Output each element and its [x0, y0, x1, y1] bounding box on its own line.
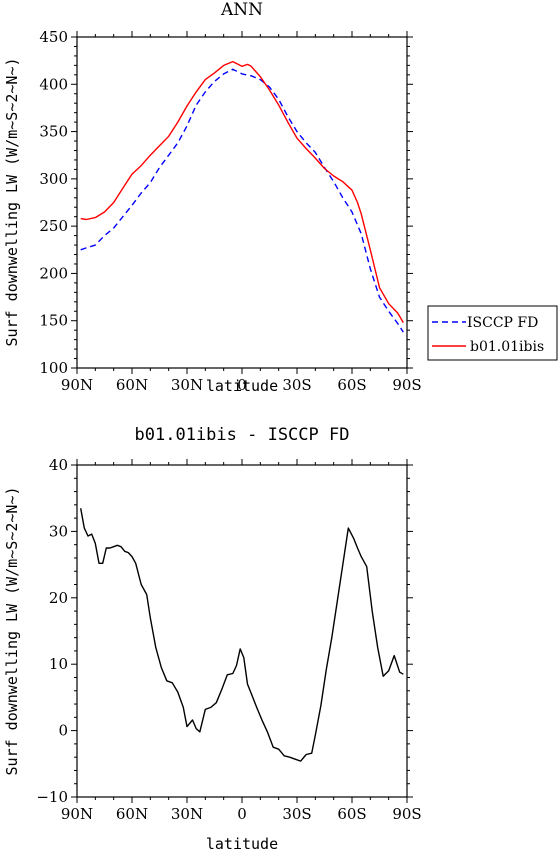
y-tick-label: 10: [49, 655, 68, 673]
legend-label-b01: b01.01ibis: [470, 339, 544, 355]
x-tick-label: 90N: [61, 376, 93, 394]
series-line-b01-01ibis: [80, 60, 404, 323]
x-axis-title: latitude: [206, 377, 278, 395]
legend-box: [427, 305, 558, 361]
y-tick-label: 30: [49, 522, 68, 540]
y-tick-label: 300: [39, 170, 68, 188]
chart-title: b01.01ibis - ISCCP FD: [135, 425, 350, 445]
series-line-isccp-fd: [80, 68, 404, 333]
x-axis-title: latitude: [206, 835, 278, 851]
axis-ticks: [71, 459, 413, 803]
y-tick-label: −10: [36, 788, 68, 806]
y-tick-labels: 100 150 200 250 300 350 400 450: [39, 28, 68, 377]
series-line-difference: [80, 508, 404, 762]
y-tick-label: 150: [39, 312, 68, 330]
y-axis-title: Surf downwelling LW (W/m~S~2~N~): [3, 58, 21, 347]
x-tick-label: 0: [237, 376, 247, 394]
y-tick-label: 100: [39, 359, 68, 377]
x-tick-labels: 90N 60N 30N 0 30S 60S 90S: [61, 805, 422, 823]
y-tick-label: 400: [39, 75, 68, 93]
x-tick-label: 60S: [337, 805, 366, 823]
y-axis-title: Surf downwelling LW (W/m~S~2~N~): [3, 487, 21, 776]
x-tick-label: 0: [237, 805, 247, 823]
legend-label-isccp: ISCCP FD: [467, 315, 538, 331]
x-tick-label: 90S: [392, 805, 421, 823]
chart-top: ANN 90N 60N 30N 0 30S 60S 90S 100 150 200 250 300 3…: [3, 0, 558, 395]
x-tick-label: 90S: [392, 376, 421, 394]
x-tick-label: 30S: [282, 376, 311, 394]
chart-title: ANN: [220, 0, 263, 20]
x-tick-label: 60N: [116, 376, 148, 394]
x-tick-label: 30S: [282, 805, 311, 823]
y-tick-labels: −10 0 10 20 30 40: [36, 456, 68, 806]
x-tick-label: 30N: [171, 376, 203, 394]
y-tick-label: 250: [39, 217, 68, 235]
x-tick-label: 90N: [61, 805, 93, 823]
y-tick-label: 350: [39, 123, 68, 141]
y-tick-label: 450: [39, 28, 68, 46]
y-tick-label: 40: [49, 456, 68, 474]
chart-bottom: b01.01ibis - ISCCP FD 90N 60N 30N 0 30S 60S 90…: [3, 425, 422, 851]
y-tick-label: 20: [49, 589, 68, 607]
y-tick-label: 0: [58, 722, 68, 740]
x-tick-label: 60S: [337, 376, 366, 394]
axis-ticks: [71, 31, 413, 374]
series-group: [80, 508, 404, 762]
series-group: [80, 60, 404, 333]
y-tick-label: 200: [39, 264, 68, 282]
x-tick-label: 60N: [116, 805, 148, 823]
x-tick-labels: 90N 60N 30N 0 30S 60S 90S: [61, 376, 422, 394]
legend: ISCCP FD b01.01ibis: [427, 305, 558, 361]
x-tick-label: 30N: [171, 805, 203, 823]
plot-frame: [76, 464, 408, 798]
